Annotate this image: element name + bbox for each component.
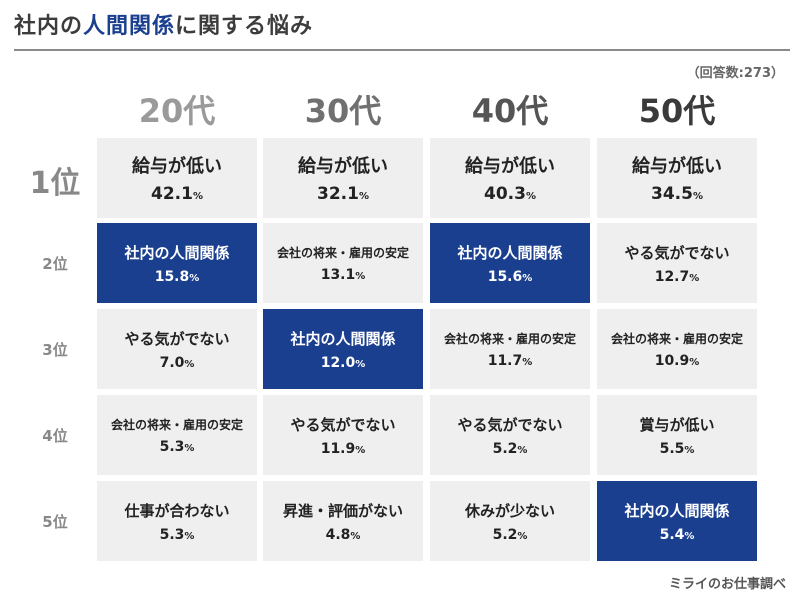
cell-value: 34.5%	[651, 184, 703, 204]
percent-unit: %	[184, 530, 195, 542]
percent-unit: %	[355, 358, 366, 370]
cell-label: 給与が低い	[298, 156, 388, 177]
cell-value: 15.8%	[154, 268, 200, 285]
rank-label-1: 1位	[29, 166, 81, 201]
cell-rank1-col3: 給与が低い 40.3%	[430, 138, 590, 218]
cell-rank2-col3: 社内の人間関係 15.6%	[430, 223, 590, 303]
title-suffix: に関する悩み	[175, 14, 314, 39]
cell-label: やる気がでない	[457, 415, 563, 434]
cell-rank1-col4: 給与が低い 34.5%	[597, 138, 757, 218]
cell-rank4-col4: 賞与が低い 5.5%	[597, 395, 757, 475]
source-credit: ミライのお仕事調べ	[668, 577, 786, 592]
percent-unit: %	[525, 191, 536, 202]
percent-unit: %	[184, 358, 195, 370]
cell-label: 会社の将来・雇用の安定	[443, 331, 576, 346]
column-header-1: 20代	[138, 92, 216, 130]
cell-label: 社内の人間関係	[624, 501, 730, 520]
rank-label-4: 4位	[42, 427, 68, 445]
percent-unit: %	[350, 530, 361, 542]
cell-label: 休みが少ない	[464, 501, 555, 520]
rank-label-3: 3位	[42, 341, 68, 359]
cell-rank2-col4: やる気がでない 12.7%	[597, 223, 757, 303]
cell-value: 5.3%	[159, 438, 195, 455]
cell-label: 給与が低い	[632, 156, 722, 177]
cell-rank3-col2: 社内の人間関係 12.0%	[263, 309, 423, 389]
cell-value: 5.2%	[492, 526, 528, 543]
page-title: 社内の人間関係に関する悩み	[14, 8, 313, 40]
cell-rank5-col2: 昇進・評価がない 4.8%	[263, 481, 423, 561]
cell-value: 32.1%	[317, 184, 369, 204]
cell-label: やる気がでない	[124, 329, 230, 348]
cell-rank3-col3: 会社の将来・雇用の安定 11.7%	[430, 309, 590, 389]
cell-label: 給与が低い	[465, 156, 555, 177]
percent-unit: %	[358, 191, 369, 202]
cell-rank1-col2: 給与が低い 32.1%	[263, 138, 423, 218]
percent-unit: %	[522, 356, 533, 368]
cell-value: 11.7%	[487, 352, 533, 369]
cell-label: 会社の将来・雇用の安定	[110, 417, 243, 432]
cell-label: やる気がでない	[624, 243, 730, 262]
cell-value: 5.2%	[492, 440, 528, 457]
cell-rank3-col1: やる気がでない 7.0%	[97, 309, 257, 389]
percent-unit: %	[522, 272, 533, 284]
rank-label-2: 2位	[42, 255, 68, 273]
column-header-4: 50代	[638, 92, 716, 130]
percent-unit: %	[684, 444, 695, 456]
cell-rank4-col1: 会社の将来・雇用の安定 5.3%	[97, 395, 257, 475]
cell-label: 社内の人間関係	[457, 243, 563, 262]
cell-label: 社内の人間関係	[124, 243, 230, 262]
title-prefix: 社内の	[14, 14, 84, 39]
cell-value: 4.8%	[325, 526, 361, 543]
column-header-2: 30代	[304, 92, 382, 130]
percent-unit: %	[355, 270, 366, 282]
cell-value: 5.5%	[659, 440, 695, 457]
respondent-count: （回答数:273）	[686, 66, 784, 81]
cell-rank5-col3: 休みが少ない 5.2%	[430, 481, 590, 561]
cell-label: 昇進・評価がない	[282, 501, 403, 520]
cell-rank3-col4: 会社の将来・雇用の安定 10.9%	[597, 309, 757, 389]
cell-label: 給与が低い	[132, 156, 222, 177]
cell-label: 社内の人間関係	[290, 329, 396, 348]
title-highlight: 人間関係	[83, 14, 176, 39]
cell-value: 42.1%	[151, 184, 203, 204]
cell-value: 40.3%	[484, 184, 536, 204]
cell-value: 11.9%	[320, 440, 366, 457]
cell-label: 会社の将来・雇用の安定	[610, 331, 743, 346]
percent-unit: %	[692, 191, 703, 202]
cell-rank1-col1: 給与が低い 42.1%	[97, 138, 257, 218]
cell-rank4-col2: やる気がでない 11.9%	[263, 395, 423, 475]
cell-label: 賞与が低い	[639, 415, 715, 434]
cell-label: やる気がでない	[290, 415, 396, 434]
cell-label: 会社の将来・雇用の安定	[276, 245, 409, 260]
percent-unit: %	[689, 356, 700, 368]
percent-unit: %	[184, 442, 195, 454]
cell-rank2-col2: 会社の将来・雇用の安定 13.1%	[263, 223, 423, 303]
cell-value: 12.7%	[654, 268, 700, 285]
cell-rank4-col3: やる気がでない 5.2%	[430, 395, 590, 475]
rank-label-5: 5位	[42, 513, 68, 531]
percent-unit: %	[189, 272, 200, 284]
cell-value: 5.4%	[659, 526, 695, 543]
percent-unit: %	[517, 444, 528, 456]
cell-value: 5.3%	[159, 526, 195, 543]
title-divider	[14, 49, 790, 51]
cell-rank2-col1: 社内の人間関係 15.8%	[97, 223, 257, 303]
percent-unit: %	[684, 530, 695, 542]
cell-value: 7.0%	[159, 354, 195, 371]
cell-value: 15.6%	[487, 268, 533, 285]
percent-unit: %	[689, 272, 700, 284]
cell-value: 12.0%	[320, 354, 366, 371]
cell-value: 10.9%	[654, 352, 700, 369]
percent-unit: %	[517, 530, 528, 542]
cell-label: 仕事が合わない	[124, 501, 230, 520]
percent-unit: %	[192, 191, 203, 202]
cell-value: 13.1%	[320, 266, 366, 283]
cell-rank5-col1: 仕事が合わない 5.3%	[97, 481, 257, 561]
column-header-3: 40代	[471, 92, 549, 130]
cell-rank5-col4: 社内の人間関係 5.4%	[597, 481, 757, 561]
percent-unit: %	[355, 444, 366, 456]
